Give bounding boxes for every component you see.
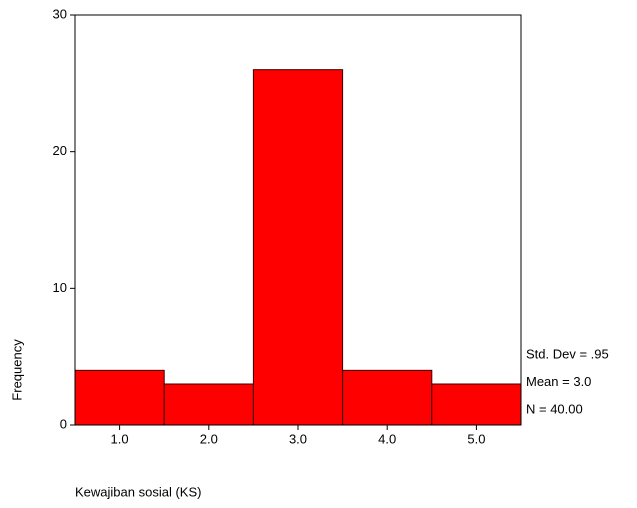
- x-tick-label: 4.0: [378, 431, 396, 446]
- y-tick-label: 30: [53, 6, 67, 21]
- x-tick-label: 2.0: [200, 431, 218, 446]
- y-tick-label: 10: [53, 280, 67, 295]
- x-tick-label: 3.0: [289, 431, 307, 446]
- stat-annotation: Std. Dev = .95: [526, 346, 609, 361]
- stat-annotation: Mean = 3.0: [526, 374, 591, 389]
- x-tick-label: 1.0: [111, 431, 129, 446]
- bar: [163, 383, 254, 426]
- bar: [342, 369, 433, 426]
- bar: [431, 383, 522, 426]
- bar: [74, 369, 165, 426]
- bar: [252, 69, 344, 426]
- y-tick-label: 0: [60, 416, 67, 431]
- y-tick-label: 20: [53, 143, 67, 158]
- x-axis-label: Kewajiban sosial (KS): [75, 484, 201, 499]
- y-axis-label: Frequency: [9, 339, 24, 401]
- x-tick-label: 5.0: [467, 431, 485, 446]
- stat-annotation: N = 40.00: [526, 401, 583, 416]
